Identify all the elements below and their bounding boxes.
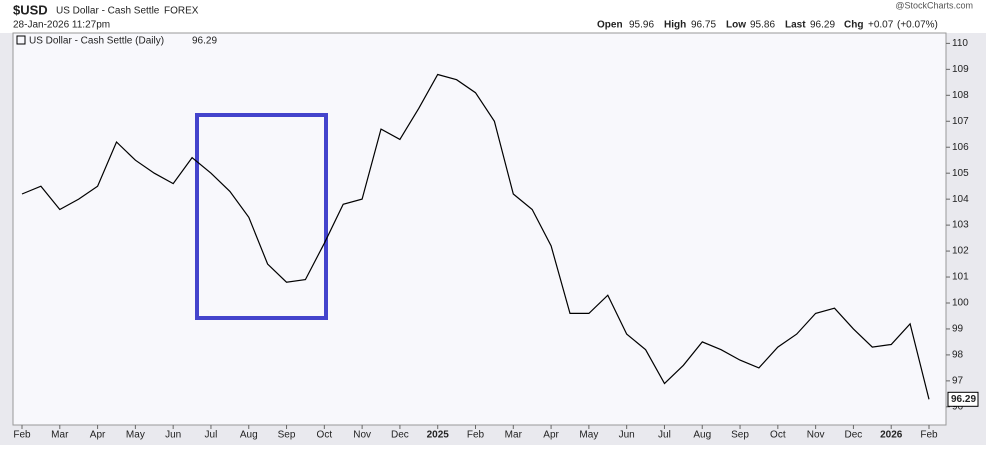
chg-pct: (+0.07%) <box>897 20 938 31</box>
y-tick-label: 99 <box>952 324 964 335</box>
y-tick-label: 109 <box>952 64 969 75</box>
last-price-box <box>947 391 979 407</box>
y-tick-label: 97 <box>952 376 964 387</box>
last-label: Last <box>785 20 806 31</box>
instrument-name: US Dollar - Cash Settle <box>56 6 160 17</box>
x-tick-label: 2026 <box>880 430 903 441</box>
y-tick-label: 101 <box>952 272 969 283</box>
x-tick-label: Sep <box>278 430 296 441</box>
x-tick-label: Apr <box>543 430 559 441</box>
x-tick-label: May <box>579 430 598 441</box>
y-tick-label: 106 <box>952 142 969 153</box>
x-tick-label: Feb <box>13 430 31 441</box>
x-tick-label: Jul <box>205 430 218 441</box>
low-label: Low <box>726 20 746 31</box>
x-tick-label: Mar <box>505 430 523 441</box>
x-tick-label: May <box>126 430 145 441</box>
x-tick-label: Dec <box>391 430 409 441</box>
highlight-box <box>195 113 328 320</box>
y-tick-label: 103 <box>952 220 969 231</box>
x-tick-label: Jun <box>165 430 181 441</box>
y-tick-label: 98 <box>952 350 964 361</box>
x-tick-label: Jun <box>619 430 635 441</box>
symbol: $USD <box>13 2 48 17</box>
legend-label: US Dollar - Cash Settle (Daily) <box>29 36 164 47</box>
x-tick-label: Aug <box>693 430 711 441</box>
brand: @StockCharts.com <box>895 0 973 10</box>
x-tick-label: Mar <box>51 430 69 441</box>
x-tick-label: 2025 <box>427 430 450 441</box>
stats: Open 95.96 High 96.75 Low 95.86 Last 96.… <box>597 20 938 31</box>
x-tick-label: Jul <box>658 430 671 441</box>
x-tick-label: Dec <box>845 430 863 441</box>
legend-swatch <box>16 35 26 45</box>
x-tick-label: Oct <box>317 430 333 441</box>
y-tick-label: 96 <box>952 401 964 412</box>
open: 95.96 <box>629 20 654 31</box>
high: 96.75 <box>691 20 716 31</box>
x-tick-label: Feb <box>920 430 938 441</box>
y-tick-label: 100 <box>952 298 969 309</box>
x-tick-label: Oct <box>770 430 786 441</box>
y-tick-label: 102 <box>952 246 969 257</box>
x-tick-label: Sep <box>731 430 749 441</box>
date: 28-Jan-2026 11:27pm <box>13 20 110 31</box>
y-tick-label: 104 <box>952 194 969 205</box>
last: 96.29 <box>810 20 835 31</box>
high-label: High <box>664 20 686 31</box>
x-tick-label: Nov <box>353 430 371 441</box>
legend-value: 96.29 <box>192 36 217 47</box>
header-bg <box>0 0 986 33</box>
open-label: Open <box>597 20 623 31</box>
chg-label: Chg <box>844 20 863 31</box>
low: 95.86 <box>750 20 775 31</box>
x-tick-label: Aug <box>240 430 258 441</box>
y-tick-label: 108 <box>952 90 969 101</box>
exchange: FOREX <box>164 6 199 17</box>
y-tick-label: 110 <box>952 38 968 49</box>
x-tick-label: Nov <box>807 430 825 441</box>
chg: +0.07 <box>868 20 894 31</box>
price-line <box>21 73 930 400</box>
last-price-label: 96.29 <box>951 394 976 405</box>
x-tick-label: Apr <box>90 430 106 441</box>
y-tick-label: 107 <box>952 116 969 127</box>
plot-area <box>12 32 947 426</box>
y-tick-label: 105 <box>952 168 969 179</box>
x-tick-label: Feb <box>467 430 485 441</box>
